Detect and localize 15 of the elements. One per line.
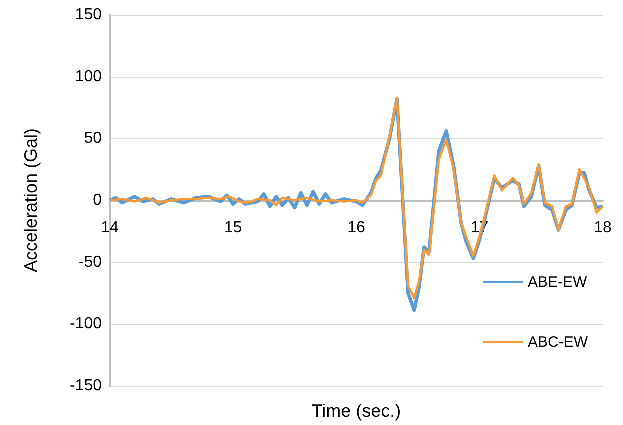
x-axis-title: Time (sec.) bbox=[312, 401, 402, 421]
y-axis-title: Acceleration (Gal) bbox=[21, 128, 41, 273]
y-tick-label: -100 bbox=[70, 316, 102, 333]
x-tick-label: 15 bbox=[224, 220, 242, 236]
y-tick-label: 50 bbox=[84, 130, 102, 148]
legend-label: ABC-EW bbox=[528, 334, 589, 351]
x-tick-label: 14 bbox=[101, 220, 119, 236]
y-tick-label: 150 bbox=[75, 6, 102, 24]
x-tick-label: 18 bbox=[594, 220, 612, 236]
x-tick-label: 16 bbox=[348, 220, 366, 236]
y-tick-label: -150 bbox=[70, 378, 102, 394]
legend-label: ABE-EW bbox=[528, 274, 588, 291]
y-tick-label: 100 bbox=[75, 68, 102, 86]
y-tick-label: -50 bbox=[78, 254, 102, 271]
y-tick-label: 0 bbox=[93, 192, 102, 209]
